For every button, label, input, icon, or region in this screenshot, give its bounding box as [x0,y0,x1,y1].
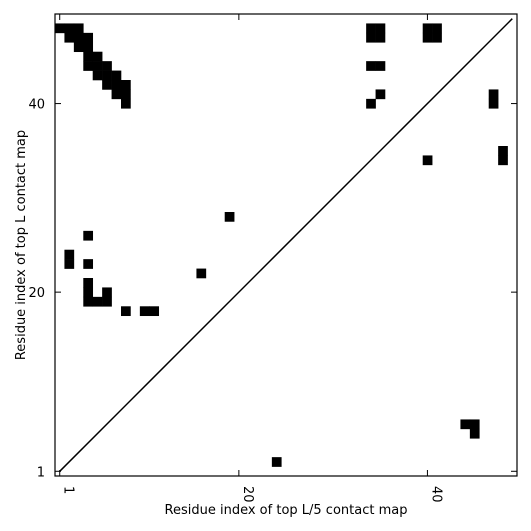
contact-cell [83,296,94,307]
contact-cell [83,230,94,241]
contact-cell [366,23,376,34]
contact-cell [469,419,480,430]
x-axis-title: Residue index of top L/5 contact map [165,503,408,518]
y-tick-label: 1 [37,465,45,480]
contact-cell [111,89,122,100]
contact-cell [366,98,376,109]
contact-cell [149,306,160,317]
contact-cell [83,61,94,71]
contact-cell [83,32,94,43]
contact-cell [121,80,131,90]
contact-cell [64,32,75,43]
contact-cell [422,32,433,43]
contact-cell [375,23,386,34]
contact-cell [92,51,103,62]
contact-cell [121,98,131,109]
x-tick-label: 40 [428,486,443,503]
contact-cell [498,146,508,156]
contact-cell [196,268,207,279]
contact-cell [92,61,103,71]
contact-cell [460,419,471,430]
contact-cell [422,155,433,166]
contact-cell [139,306,150,317]
contact-cell [432,32,442,43]
contact-cell [366,61,376,71]
contact-cell [121,306,131,317]
contact-cell [375,61,386,71]
y-axis-title: Residue index of top L contact map [14,130,29,360]
contact-cell [111,80,122,90]
contact-cell [102,70,112,81]
contact-cell [102,296,112,307]
contact-cell [83,42,94,53]
contact-cell [111,70,122,81]
contact-cell [64,23,75,34]
axis-ticks: 1 20 40 1 20 40 [28,14,517,503]
x-tick-label: 20 [240,486,255,503]
contact-cell [422,23,433,34]
contact-cell [64,249,75,260]
contact-cell [366,32,376,43]
contact-cell [92,296,103,307]
contact-cell [83,278,94,288]
contact-cell [375,89,386,100]
contact-cell [102,287,112,298]
contact-cell [55,23,65,34]
plot-frame [54,13,518,477]
contact-cell [375,32,386,43]
contact-cell [102,61,112,71]
contact-cell [224,212,235,222]
contact-cells [55,23,508,467]
y-tick-label: 40 [28,98,45,113]
x-tick-label: 1 [61,486,76,494]
contact-cell [73,23,84,34]
contact-cell [469,428,480,439]
contact-cell [432,23,442,34]
contact-cell [83,259,94,269]
contact-cell [121,89,131,100]
contact-cell [73,32,84,43]
contact-cell [488,89,499,100]
contact-cell [92,70,103,81]
contact-cell [83,287,94,298]
contact-cell [64,259,75,269]
contact-cell [83,51,94,62]
contact-cell [102,80,112,90]
y-tick-label: 20 [28,286,45,301]
contact-cell [498,155,508,166]
diagonal-line [59,18,513,472]
contact-cell [73,42,84,53]
contact-cell [488,98,499,109]
contact-cell [271,457,282,467]
